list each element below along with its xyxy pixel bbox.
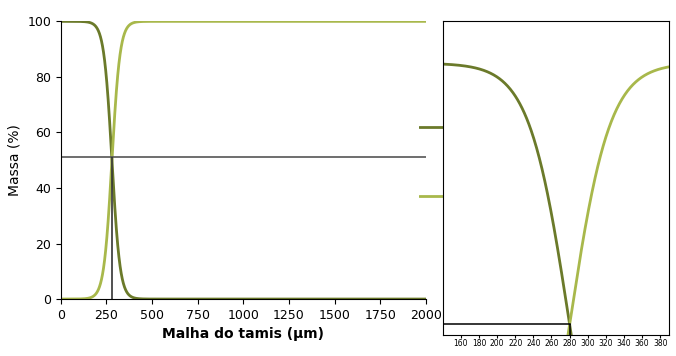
Y-axis label: Massa (%): Massa (%) <box>7 124 22 196</box>
Text: Massa que
passou: Massa que passou <box>454 182 521 210</box>
Text: Massa retida: Massa retida <box>454 121 534 134</box>
X-axis label: Malha do tamis (μm): Malha do tamis (μm) <box>162 327 324 341</box>
